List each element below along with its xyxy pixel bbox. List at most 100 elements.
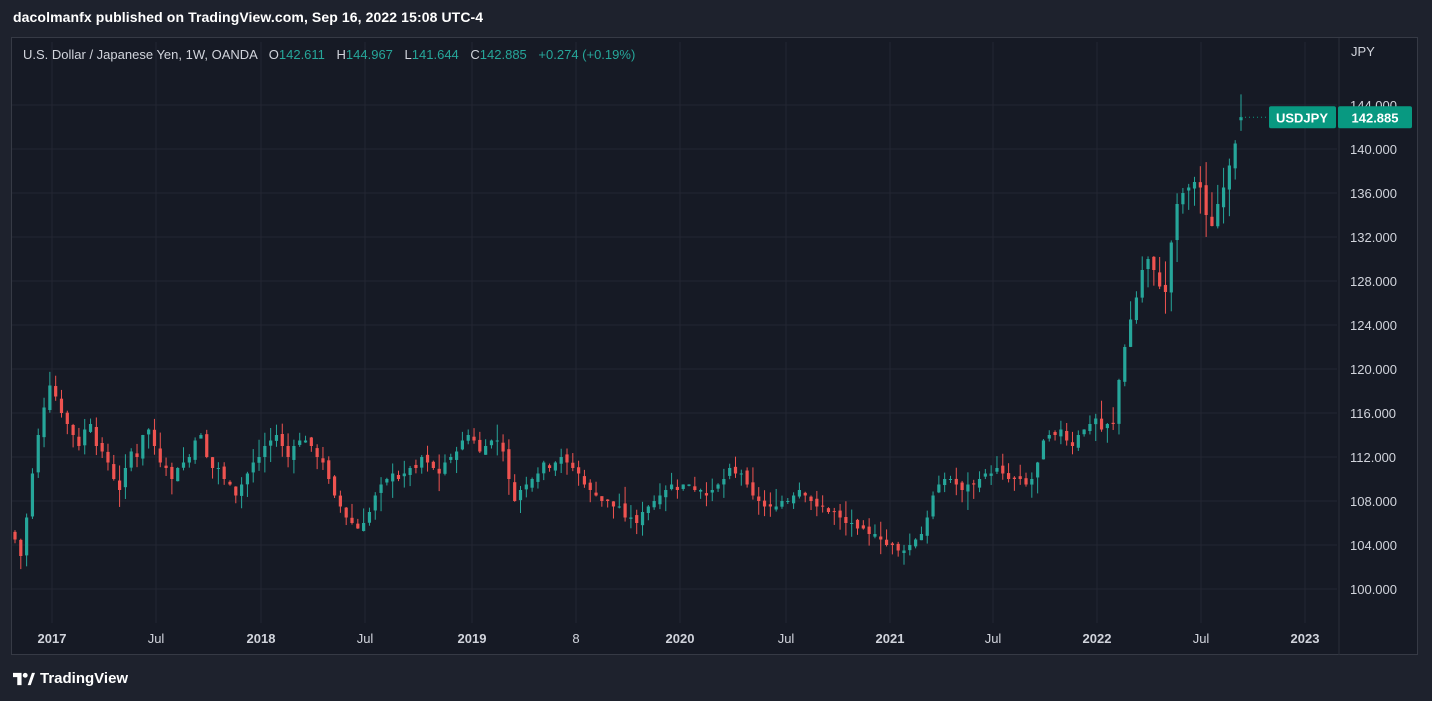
candle-body <box>513 482 517 501</box>
candle-body <box>292 446 296 460</box>
candle-body <box>1123 347 1127 382</box>
candle-body <box>176 468 180 482</box>
candle-body <box>983 473 987 477</box>
candle-body <box>373 495 377 511</box>
candle-body <box>367 512 372 523</box>
candle-body <box>914 539 918 547</box>
candle-body <box>484 446 488 455</box>
candle-body <box>425 454 430 463</box>
candle-body <box>88 424 93 432</box>
candle-body <box>1088 424 1092 432</box>
candle-body <box>274 435 279 441</box>
candle-body <box>1012 477 1016 479</box>
candle-body <box>141 435 145 459</box>
currency-unit: JPY <box>1351 44 1375 59</box>
candle-body <box>251 462 255 473</box>
candle-body <box>1018 476 1022 479</box>
candle-body <box>42 407 46 438</box>
candle-body <box>1041 440 1046 460</box>
candle-body <box>164 465 168 468</box>
candle-body <box>611 501 616 507</box>
publish-info: dacolmanfx published on TradingView.com,… <box>13 9 484 25</box>
y-tick-label: 104.000 <box>1350 538 1397 553</box>
x-tick-label: Jul <box>357 631 374 646</box>
low-value: 141.644 <box>411 47 459 62</box>
candle-body <box>158 448 162 463</box>
candle-body <box>879 536 883 540</box>
candle-body <box>960 482 964 490</box>
x-tick-label: 8 <box>572 631 579 646</box>
candle-body <box>466 435 470 441</box>
candle-body <box>1065 430 1069 441</box>
candle-body <box>269 440 273 446</box>
candle-body <box>309 437 313 446</box>
candle-body <box>710 490 714 493</box>
candle-body <box>123 468 127 488</box>
candle-body <box>286 445 290 457</box>
candle-body <box>716 484 720 489</box>
candle-body <box>768 504 772 507</box>
candle-body <box>826 508 831 512</box>
candle-body <box>205 434 209 457</box>
candle-body <box>1227 165 1231 190</box>
candle-body <box>780 501 784 507</box>
candle-body <box>919 534 924 541</box>
candle-body <box>954 478 958 485</box>
candle-body <box>344 507 348 518</box>
candle-body <box>356 523 360 529</box>
candle-body <box>838 510 842 518</box>
candle-body <box>19 539 23 556</box>
x-tick-label: 2022 <box>1083 631 1112 646</box>
symbol-title: U.S. Dollar / Japanese Yen, 1W, OANDA <box>23 47 258 62</box>
x-tick-label: Jul <box>778 631 795 646</box>
candle-body <box>1099 418 1104 430</box>
candle-body <box>437 468 441 474</box>
candle-body <box>1082 429 1086 435</box>
tradingview-logo[interactable]: TradingView <box>13 670 128 687</box>
candle-body <box>222 466 226 479</box>
tradingview-logo-icon <box>13 672 35 685</box>
candle-body <box>507 449 511 479</box>
chart-frame[interactable] <box>11 37 1418 655</box>
candle-body <box>30 473 35 517</box>
candle-body <box>117 480 122 490</box>
candle-body <box>606 499 610 501</box>
close-label: C <box>470 47 480 62</box>
candle-body <box>1076 435 1080 448</box>
candle-body <box>152 429 157 446</box>
candle-body <box>1169 242 1173 293</box>
candle-body <box>565 454 569 463</box>
candle-body <box>733 466 738 474</box>
y-tick-label: 140.000 <box>1350 142 1397 157</box>
candle-body <box>402 473 406 477</box>
candle-body <box>675 486 679 490</box>
candle-body <box>902 550 906 554</box>
candle-body <box>867 526 871 534</box>
candle-body <box>489 440 494 446</box>
candle-body <box>844 517 848 523</box>
candle-body <box>704 493 709 496</box>
candle-body <box>542 462 546 474</box>
candle-body <box>1105 424 1109 429</box>
candle-body <box>54 386 58 397</box>
x-tick-label: Jul <box>1193 631 1210 646</box>
candle-body <box>1146 259 1150 270</box>
candle-body <box>966 484 970 492</box>
candle-body <box>635 515 639 523</box>
ohlc-legend: U.S. Dollar / Japanese Yen, 1W, OANDA O1… <box>23 47 635 62</box>
candle-body <box>1158 272 1162 287</box>
x-tick-label: 2023 <box>1291 631 1320 646</box>
candle-body <box>518 490 523 501</box>
candle-body <box>71 424 75 435</box>
change-value: +0.274 (+0.19%) <box>538 47 636 62</box>
candle-body <box>298 440 302 445</box>
candle-body <box>803 492 807 496</box>
candle-body <box>699 490 703 492</box>
candle-body <box>257 457 261 463</box>
candle-body <box>1233 143 1237 169</box>
candle-body <box>1239 117 1243 121</box>
x-tick-label: 2019 <box>458 631 487 646</box>
candle-body <box>478 439 482 452</box>
candle-body <box>94 426 98 446</box>
